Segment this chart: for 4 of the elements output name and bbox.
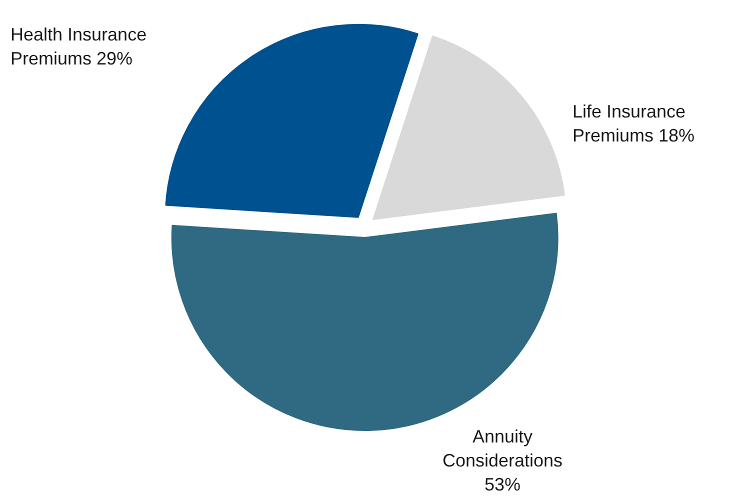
slice-label: Annuity Considerations [442,426,563,470]
data-label: 53% [484,474,521,494]
slice-label: Life Insurance Premiums 18% [572,102,695,146]
slice-label: Health Insurance Premiums 29% [10,24,147,68]
